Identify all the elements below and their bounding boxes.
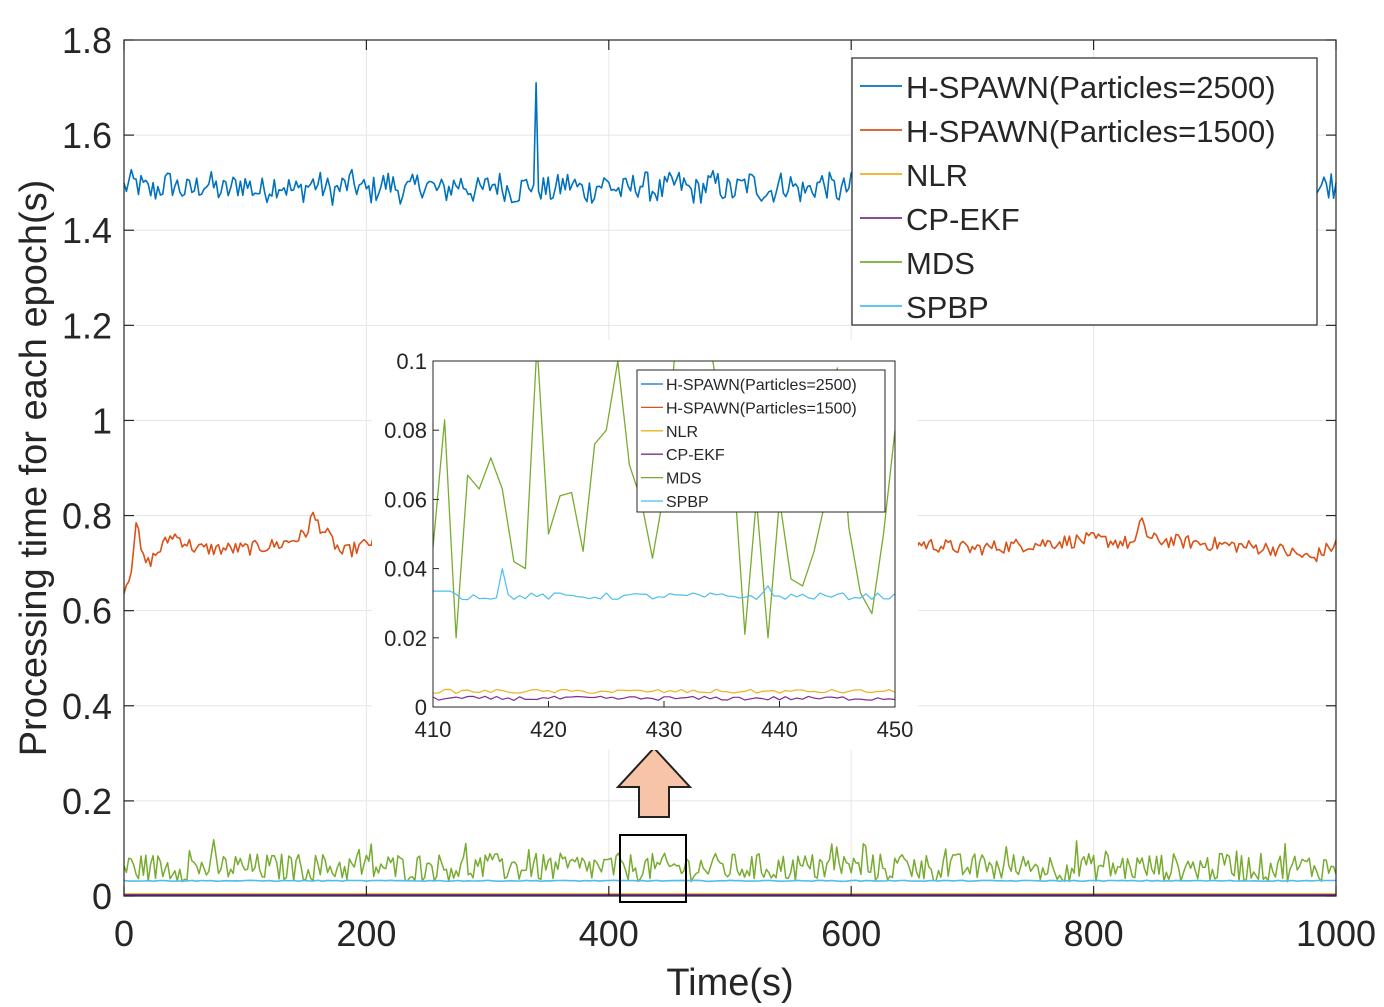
y-tick-label: 1.4 xyxy=(62,210,112,251)
inset-axis-ticks: 410 420 430 440 450 0 0.02 0.04 0.06 0.08 0.1 xyxy=(384,349,913,742)
x-tick-label: 0 xyxy=(114,913,134,954)
main-plot-frame xyxy=(123,39,1337,897)
inset-line-spbp xyxy=(433,567,895,601)
main-legend: H-SPAWN(Particles=2500) H-SPAWN(Particles… xyxy=(851,57,1318,326)
inset-legend-box xyxy=(636,369,886,513)
inset-legend: H-SPAWN(Particles=2500) H-SPAWN(Particles… xyxy=(636,369,886,513)
inset-legend-label: H-SPAWN(Particles=1500) xyxy=(666,400,857,417)
y-tick-label: 0.8 xyxy=(62,496,112,537)
inset-y-tick-label: 0.08 xyxy=(384,418,427,443)
series-line-spbp xyxy=(123,879,1336,883)
series-line-mds xyxy=(123,839,1337,883)
x-tick-label: 600 xyxy=(821,913,881,954)
x-axis-label: Time(s) xyxy=(666,962,793,1004)
inset-y-tick-label: 0 xyxy=(415,695,427,720)
inset-x-tick-label: 420 xyxy=(530,717,567,742)
y-tick-label: 0.2 xyxy=(62,781,112,822)
legend-label: CP-EKF xyxy=(906,202,1020,237)
x-tick-label: 800 xyxy=(1064,913,1124,954)
zoom-region-box xyxy=(619,834,687,903)
inset-x-tick-label: 450 xyxy=(877,717,914,742)
inset-legend-label: SPBP xyxy=(666,494,709,511)
y-tick-label: 1 xyxy=(92,400,112,441)
inset-y-tick-label: 0.06 xyxy=(384,487,427,512)
y-tick-label: 1.6 xyxy=(62,115,112,156)
y-tick-label: 0.4 xyxy=(62,686,112,727)
legend-label: H-SPAWN(Particles=1500) xyxy=(906,114,1276,149)
x-tick-label: 400 xyxy=(579,913,639,954)
y-tick-label: 0 xyxy=(92,876,112,917)
inset-legend-label: MDS xyxy=(666,471,702,488)
legend-box xyxy=(851,57,1318,326)
inset-chart: 410 420 430 440 450 0 0.02 0.04 0.06 0.08 0.1 H-SP… xyxy=(372,340,918,750)
x-tick-label: 1000 xyxy=(1296,913,1376,954)
inset-x-tick-label: 410 xyxy=(415,717,452,742)
inset-y-tick-label: 0.1 xyxy=(396,349,427,374)
inset-line-nlr xyxy=(433,688,895,695)
inset-x-tick-label: 440 xyxy=(761,717,798,742)
x-tick-label: 200 xyxy=(336,913,396,954)
inset-line-cp-ekf xyxy=(433,695,895,702)
inset-y-tick-label: 0.02 xyxy=(384,626,427,651)
legend-label: NLR xyxy=(906,158,968,193)
legend-label: MDS xyxy=(906,246,975,281)
y-axis-label: Processing time for each epoch(s) xyxy=(13,180,55,757)
legend-label: SPBP xyxy=(906,290,989,325)
y-tick-label: 1.8 xyxy=(62,20,112,61)
main-axis-ticks: 0 200 400 600 800 1000 0 0.2 0.4 0.6 0.8 1 1.2 1.4 1.6… xyxy=(62,20,1376,954)
inset-legend-label: CP-EKF xyxy=(666,447,725,464)
y-tick-label: 1.2 xyxy=(62,305,112,346)
inset-x-tick-label: 430 xyxy=(646,717,683,742)
zoom-arrow-icon xyxy=(615,746,693,818)
y-tick-label: 0.6 xyxy=(62,591,112,632)
inset-legend-label: NLR xyxy=(666,424,698,441)
inset-y-tick-label: 0.04 xyxy=(384,557,427,582)
inset-legend-label: H-SPAWN(Particles=2500) xyxy=(666,377,857,394)
legend-label: H-SPAWN(Particles=2500) xyxy=(906,70,1276,105)
